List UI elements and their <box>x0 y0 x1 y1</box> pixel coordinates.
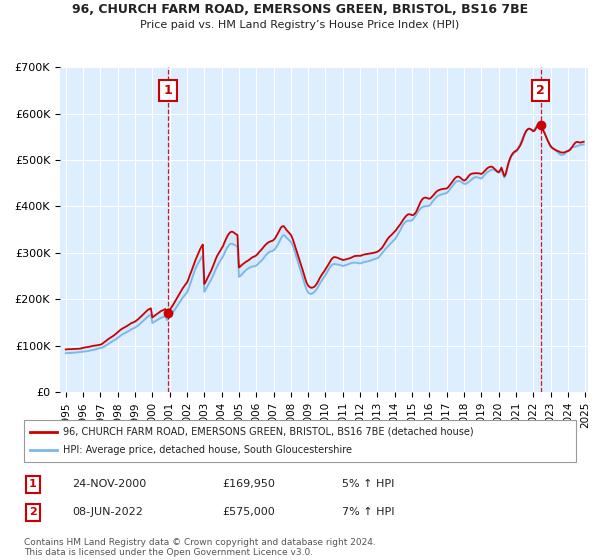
Text: 24-NOV-2000: 24-NOV-2000 <box>72 479 146 489</box>
Text: 1: 1 <box>164 84 172 97</box>
Text: 08-JUN-2022: 08-JUN-2022 <box>72 507 143 517</box>
Text: 2: 2 <box>536 84 545 97</box>
Text: HPI: Average price, detached house, South Gloucestershire: HPI: Average price, detached house, Sout… <box>62 445 352 455</box>
Text: 96, CHURCH FARM ROAD, EMERSONS GREEN, BRISTOL, BS16 7BE: 96, CHURCH FARM ROAD, EMERSONS GREEN, BR… <box>72 3 528 16</box>
Text: Price paid vs. HM Land Registry’s House Price Index (HPI): Price paid vs. HM Land Registry’s House … <box>140 20 460 30</box>
Text: 2: 2 <box>29 507 37 517</box>
Text: 7% ↑ HPI: 7% ↑ HPI <box>342 507 395 517</box>
FancyBboxPatch shape <box>24 420 576 462</box>
Text: £575,000: £575,000 <box>222 507 275 517</box>
Text: 1: 1 <box>29 479 37 489</box>
Text: Contains HM Land Registry data © Crown copyright and database right 2024.
This d: Contains HM Land Registry data © Crown c… <box>24 538 376 557</box>
Text: 5% ↑ HPI: 5% ↑ HPI <box>342 479 394 489</box>
Text: 96, CHURCH FARM ROAD, EMERSONS GREEN, BRISTOL, BS16 7BE (detached house): 96, CHURCH FARM ROAD, EMERSONS GREEN, BR… <box>62 427 473 437</box>
Text: £169,950: £169,950 <box>222 479 275 489</box>
